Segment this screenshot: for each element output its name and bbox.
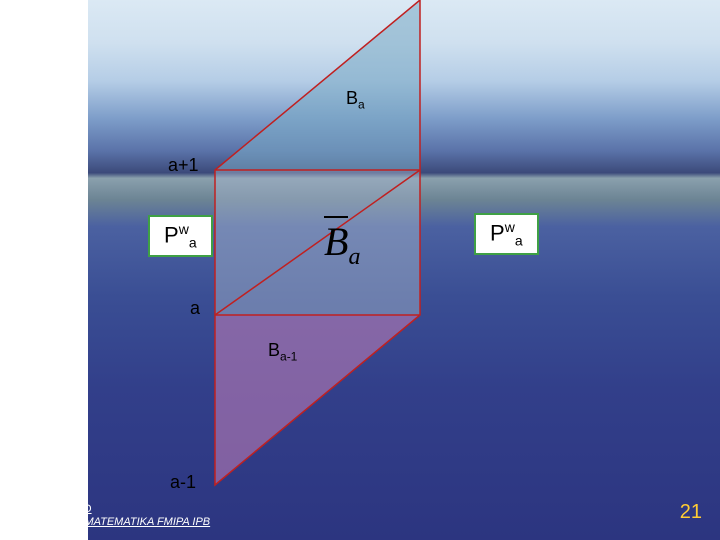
slide: Ba a+1 a Ba-1 a-1 Pwa Pwa Ba HADI SUMARN… [0,0,720,540]
formula-B-bar-a: Ba [324,218,360,271]
box-Pwa-left: Pwa [148,215,213,257]
author-name: HADI SUMARNO [6,503,210,517]
author-department: DEPARTEMEN MATEMATIKA FMIPA IPB [6,516,210,530]
label-a-minus-1: a-1 [170,472,196,493]
label-Ba: Ba [346,88,365,112]
label-a-plus-1: a+1 [168,155,199,176]
label-a: a [190,298,200,319]
author-footer: HADI SUMARNO DEPARTEMEN MATEMATIKA FMIPA… [6,503,210,531]
page-number: 21 [680,501,702,524]
label-Ba-1: Ba-1 [268,340,297,364]
box-Pwa-right: Pwa [474,213,539,255]
